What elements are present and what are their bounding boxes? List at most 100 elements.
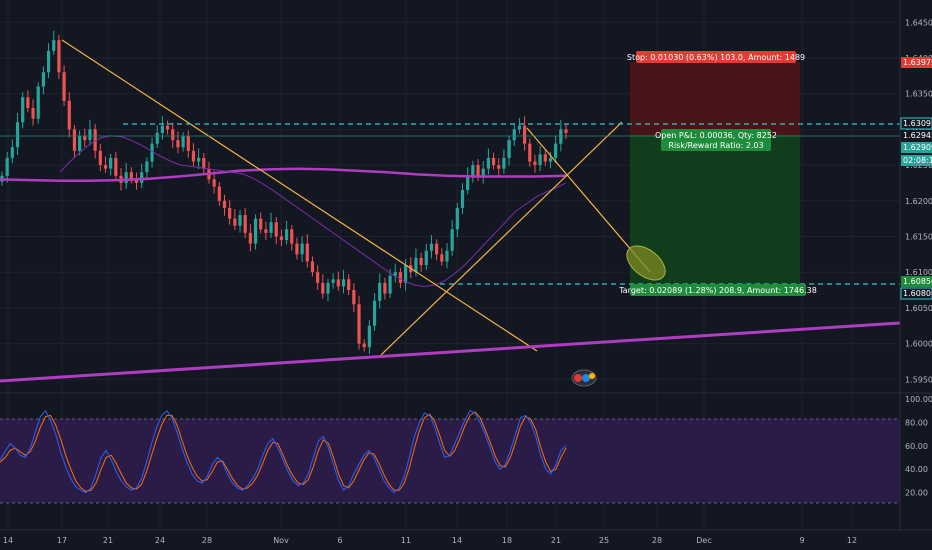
- candle-body: [528, 143, 532, 162]
- candle-body: [202, 157, 206, 169]
- candle-body: [264, 229, 268, 233]
- current-price-tag: [901, 142, 932, 153]
- candle-body: [155, 132, 159, 144]
- candle-body: [21, 97, 25, 123]
- candle-body: [502, 157, 506, 169]
- candle-body: [321, 282, 325, 294]
- target-label: Target: 0.02089 (1.28%) 208.9, Amount: 1…: [618, 286, 817, 295]
- open-pl-label: Open P&L: 0.00036, Qty: 8252: [655, 131, 777, 140]
- price-tick-label: 1.64500: [905, 18, 932, 27]
- time-tick-label: 21: [103, 536, 113, 545]
- candle-body: [145, 161, 149, 173]
- stochastic-band: [0, 419, 900, 503]
- price-tick-label: 1.59500: [905, 375, 932, 384]
- candle-body: [197, 157, 201, 162]
- candle-body: [517, 125, 522, 130]
- moving-average-short: [59, 135, 567, 288]
- candlestick-series: [0, 30, 568, 355]
- candle-body: [310, 261, 315, 273]
- emoji-badge-icon: [571, 369, 597, 387]
- candle-body: [554, 143, 558, 158]
- target2-price-tag-text: 1.60806: [903, 289, 932, 298]
- candle-body: [191, 150, 196, 162]
- current-price-tag-text: 1.62909: [903, 143, 932, 152]
- target2-price-tag: [900, 287, 932, 300]
- stop-price-tag: [901, 57, 932, 68]
- descending-trend-line[interactable]: [61, 39, 538, 352]
- long-term-support-line[interactable]: [0, 321, 901, 383]
- candle-body: [295, 243, 299, 255]
- candle-body: [248, 232, 252, 244]
- target-ellipse[interactable]: [621, 239, 672, 287]
- time-axis[interactable]: 14 17 21 24 28 Nov 6 11 14 18 21 25 28 Dec 9 12: [3, 536, 857, 545]
- entry-price-tag: [900, 117, 932, 130]
- candle-body: [129, 172, 133, 180]
- candle-body: [357, 304, 361, 344]
- candle-body: [497, 165, 501, 169]
- candle-body: [450, 229, 454, 251]
- stop-price-tag-text: 1.63975: [903, 58, 932, 67]
- candle-body: [414, 257, 418, 273]
- candle-body: [5, 157, 9, 176]
- candle-body: [347, 279, 351, 291]
- candle-body: [403, 265, 408, 283]
- candle-body: [543, 154, 547, 162]
- candle-body: [109, 157, 113, 169]
- candle-body: [52, 40, 56, 51]
- price-tick-label: 1.63000: [905, 125, 932, 134]
- time-tick-label: 17: [57, 536, 67, 545]
- candle-body: [88, 129, 92, 141]
- candle-body: [150, 143, 154, 162]
- candle-body: [455, 207, 459, 230]
- candle-body: [171, 129, 175, 141]
- ascending-trend-line[interactable]: [380, 121, 623, 356]
- candle-body: [15, 122, 20, 148]
- candle-body: [259, 218, 263, 230]
- last-price-tag: [901, 130, 932, 141]
- candle-body: [378, 282, 382, 301]
- candle-body: [466, 175, 470, 191]
- target-price-tag: [901, 276, 932, 287]
- candle-body: [176, 140, 180, 148]
- stochastic-k-line: [0, 409, 567, 494]
- candle-body: [435, 243, 439, 255]
- stochastic-axis[interactable]: 100.00 80.00 60.00 40.00 20.00: [905, 395, 932, 498]
- candle-body: [305, 243, 309, 262]
- candle-body: [476, 165, 480, 176]
- candle-body: [512, 129, 516, 141]
- candle-body: [393, 272, 397, 276]
- candle-body: [290, 229, 294, 244]
- candle-body: [233, 218, 237, 226]
- price-tick-label: 1.63500: [905, 90, 932, 99]
- candle-body: [284, 229, 289, 241]
- time-tick-label: 28: [652, 536, 662, 545]
- candle-body: [62, 72, 66, 101]
- price-tick-label: 1.62000: [905, 197, 932, 206]
- candle-body: [165, 125, 170, 130]
- candle-body: [491, 157, 496, 166]
- target-label-box: [630, 284, 806, 296]
- time-tick-label: 24: [155, 536, 165, 545]
- candle-body: [134, 179, 139, 183]
- candle-body: [471, 165, 475, 176]
- stochastic-tick-label: 60.00: [905, 442, 928, 451]
- moving-average-long: [0, 167, 567, 183]
- candle-body: [67, 100, 71, 130]
- candle-body: [383, 282, 387, 294]
- candle-body: [57, 40, 61, 73]
- candle-body: [238, 215, 242, 226]
- candle-body: [93, 129, 97, 151]
- candle-body: [419, 257, 423, 266]
- risk-reward-label: Risk/Reward Ratio: 2.03: [668, 141, 763, 150]
- candle-body: [388, 275, 392, 294]
- candle-body: [72, 129, 77, 151]
- candle-body: [253, 218, 258, 244]
- candle-body: [486, 157, 490, 169]
- candle-body: [269, 222, 273, 233]
- stochastic-d-line: [0, 411, 567, 492]
- candle-body: [222, 200, 227, 208]
- candle-body: [41, 72, 45, 87]
- candle-body: [98, 150, 102, 166]
- candle-body: [300, 243, 304, 255]
